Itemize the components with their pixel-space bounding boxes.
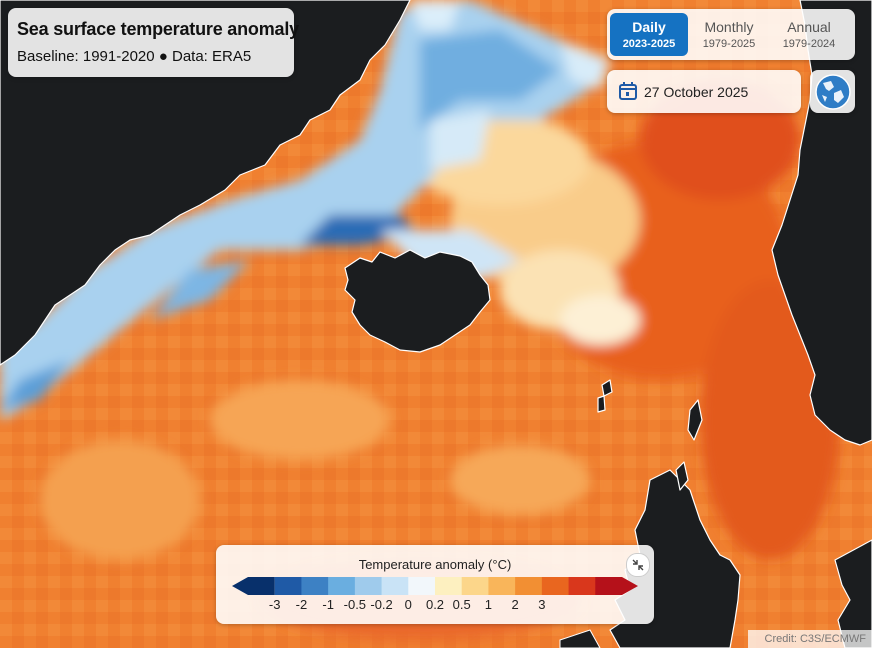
iceland-land (344, 249, 491, 353)
legend-swatch (568, 577, 596, 595)
date-value: 27 October 2025 (644, 84, 749, 100)
shetland-islands (687, 399, 703, 441)
tab-annual-range: 1979-2024 (782, 38, 836, 50)
ireland-land (559, 629, 601, 648)
legend-tick-label: -3 (268, 597, 281, 612)
collapse-arrows-icon[interactable] (626, 553, 650, 577)
legend-swatch (328, 577, 356, 595)
greenland-land (0, 0, 411, 366)
legend-tick-label: -0.5 (343, 597, 367, 612)
legend-swatch (541, 577, 570, 595)
legend-swatch (515, 577, 543, 595)
legend-swatch (595, 577, 638, 595)
tab-annual[interactable]: Annual 1979-2024 (770, 13, 848, 56)
credit-text: Credit: C3S/ECMWF (748, 630, 872, 648)
legend-tick-label: -2 (295, 597, 308, 612)
legend-swatch (488, 577, 516, 595)
legend-tick-label: -1 (322, 597, 334, 612)
legend-color-bar (232, 577, 638, 595)
legend-tick-label: -0.2 (370, 597, 393, 612)
legend-swatch (408, 577, 436, 595)
legend-tick-label: 0.5 (452, 597, 471, 612)
legend-swatch (274, 577, 302, 595)
tab-daily-label: Daily (632, 19, 666, 35)
date-picker[interactable]: 27 October 2025 (607, 70, 801, 113)
legend-swatch (232, 577, 275, 595)
calendar-icon (619, 82, 637, 100)
legend-swatch (435, 577, 463, 595)
globe-view-button[interactable] (810, 70, 855, 113)
map-title-panel: Sea surface temperature anomaly Baseline… (8, 8, 299, 77)
legend-swatch (301, 577, 329, 595)
tab-monthly-range: 1979-2025 (702, 38, 756, 50)
legend-swatch (461, 577, 489, 595)
period-selector: Daily 2023-2025 Monthly 1979-2025 Annual… (607, 9, 855, 60)
globe-icon (815, 74, 851, 110)
tab-monthly[interactable]: Monthly 1979-2025 (690, 13, 768, 56)
tab-daily[interactable]: Daily 2023-2025 (610, 13, 688, 56)
tab-daily-range: 2023-2025 (622, 38, 676, 50)
legend-tick-label: 0 (404, 597, 412, 612)
legend-swatch (381, 577, 409, 595)
tab-annual-label: Annual (787, 19, 831, 35)
legend-tick-label: 1 (484, 597, 493, 612)
legend-tick-label: 0.2 (425, 597, 445, 612)
legend-tick-label: 2 (511, 597, 519, 612)
page-subtitle: Baseline: 1991-2020 ● Data: ERA5 (17, 48, 252, 65)
legend-title: Temperature anomaly (°C) (358, 557, 512, 572)
tab-monthly-label: Monthly (704, 19, 754, 35)
legend-swatch (354, 577, 383, 595)
color-legend: Temperature anomaly (°C) -3 -2 -1 -0.5 -0.2 0… (216, 545, 654, 624)
faroe-islands (601, 379, 613, 397)
page-title: Sea surface temperature anomaly (17, 19, 299, 39)
legend-tick-label: 3 (538, 597, 546, 612)
